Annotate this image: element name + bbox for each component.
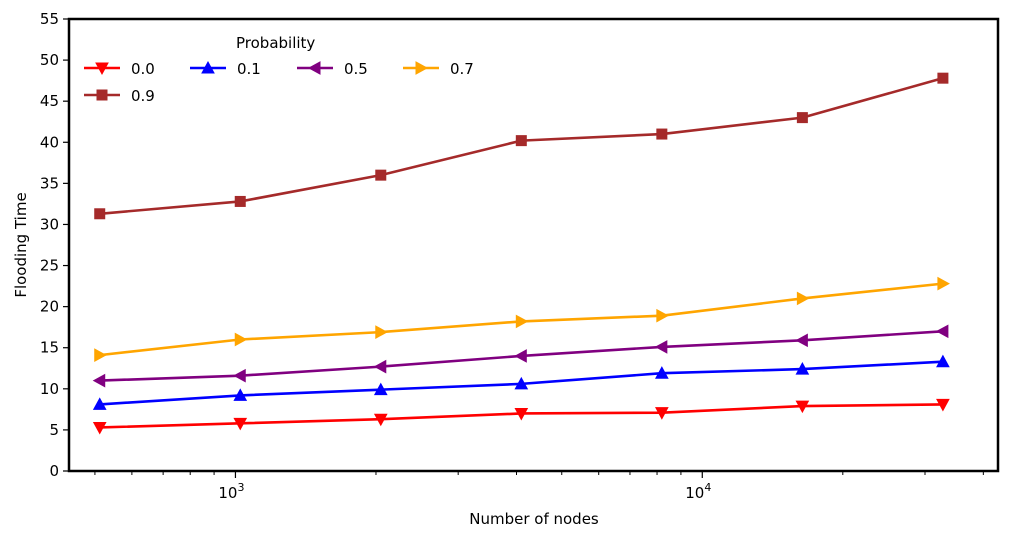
data-point-0.0	[795, 400, 810, 414]
data-point-0.7	[937, 276, 950, 291]
data-point-0.0	[655, 407, 669, 420]
data-point-0.5	[514, 349, 527, 363]
data-point-0.9	[656, 128, 668, 140]
data-point-0.5	[92, 373, 106, 388]
data-point-0.5	[654, 340, 668, 354]
data-point-0.1	[655, 366, 669, 379]
legend-marker-0.5	[307, 61, 321, 75]
data-point-0.5	[373, 359, 387, 374]
y-tick-label: 55	[40, 10, 59, 28]
y-tick-label: 10	[40, 380, 59, 398]
data-point-0.9	[375, 169, 387, 181]
y-tick-label: 15	[40, 339, 59, 357]
data-point-0.9	[937, 72, 949, 84]
x-tick-label: 103	[218, 481, 244, 502]
data-point-0.1	[233, 388, 248, 401]
y-tick-label: 45	[40, 92, 59, 110]
data-point-0.7	[375, 325, 388, 339]
legend-marker-0.7	[415, 61, 429, 75]
data-point-0.7	[796, 291, 810, 306]
y-tick-label: 0	[49, 462, 59, 480]
data-point-0.9	[234, 195, 246, 207]
data-point-0.7	[234, 332, 248, 347]
data-point-0.1	[514, 376, 529, 390]
data-point-0.0	[514, 407, 529, 421]
data-point-0.0	[936, 398, 950, 412]
data-point-0.5	[795, 333, 808, 348]
legend-label-0.1: 0.1	[237, 60, 261, 78]
y-tick-label: 50	[40, 51, 59, 69]
data-point-0.0	[233, 417, 248, 431]
legend-marker-0.1	[201, 60, 215, 74]
legend-label-0.0: 0.0	[131, 60, 155, 78]
data-point-0.1	[92, 397, 107, 410]
data-point-0.1	[373, 382, 388, 396]
data-point-0.7	[656, 308, 669, 323]
data-point-0.0	[92, 421, 107, 435]
data-point-0.1	[795, 362, 810, 375]
y-tick-label: 20	[40, 298, 59, 316]
legend-label-0.9: 0.9	[131, 87, 155, 105]
y-tick-label: 30	[40, 215, 59, 233]
legend-marker-0.9	[96, 89, 108, 101]
y-tick-label: 25	[40, 257, 59, 275]
y-tick-label: 5	[49, 421, 59, 439]
y-tick-label: 40	[40, 133, 59, 151]
legend-title: Probability	[236, 34, 315, 52]
data-point-0.1	[936, 354, 950, 368]
data-point-0.9	[796, 112, 808, 124]
legend-label-0.5: 0.5	[344, 60, 368, 78]
x-axis-label: Number of nodes	[469, 510, 599, 528]
legend-marker-0.0	[95, 62, 109, 76]
plot-frame	[67, 17, 1000, 473]
data-point-0.5	[233, 368, 246, 383]
data-point-0.0	[373, 413, 388, 427]
data-point-0.7	[515, 314, 529, 329]
data-point-0.7	[94, 348, 107, 362]
legend-label-0.7: 0.7	[450, 60, 474, 78]
y-axis-label: Flooding Time	[12, 192, 30, 297]
x-tick-label: 104	[685, 481, 711, 502]
data-point-0.9	[94, 208, 106, 220]
data-point-0.5	[935, 324, 949, 339]
data-point-0.9	[515, 135, 527, 147]
y-tick-label: 35	[40, 174, 59, 192]
